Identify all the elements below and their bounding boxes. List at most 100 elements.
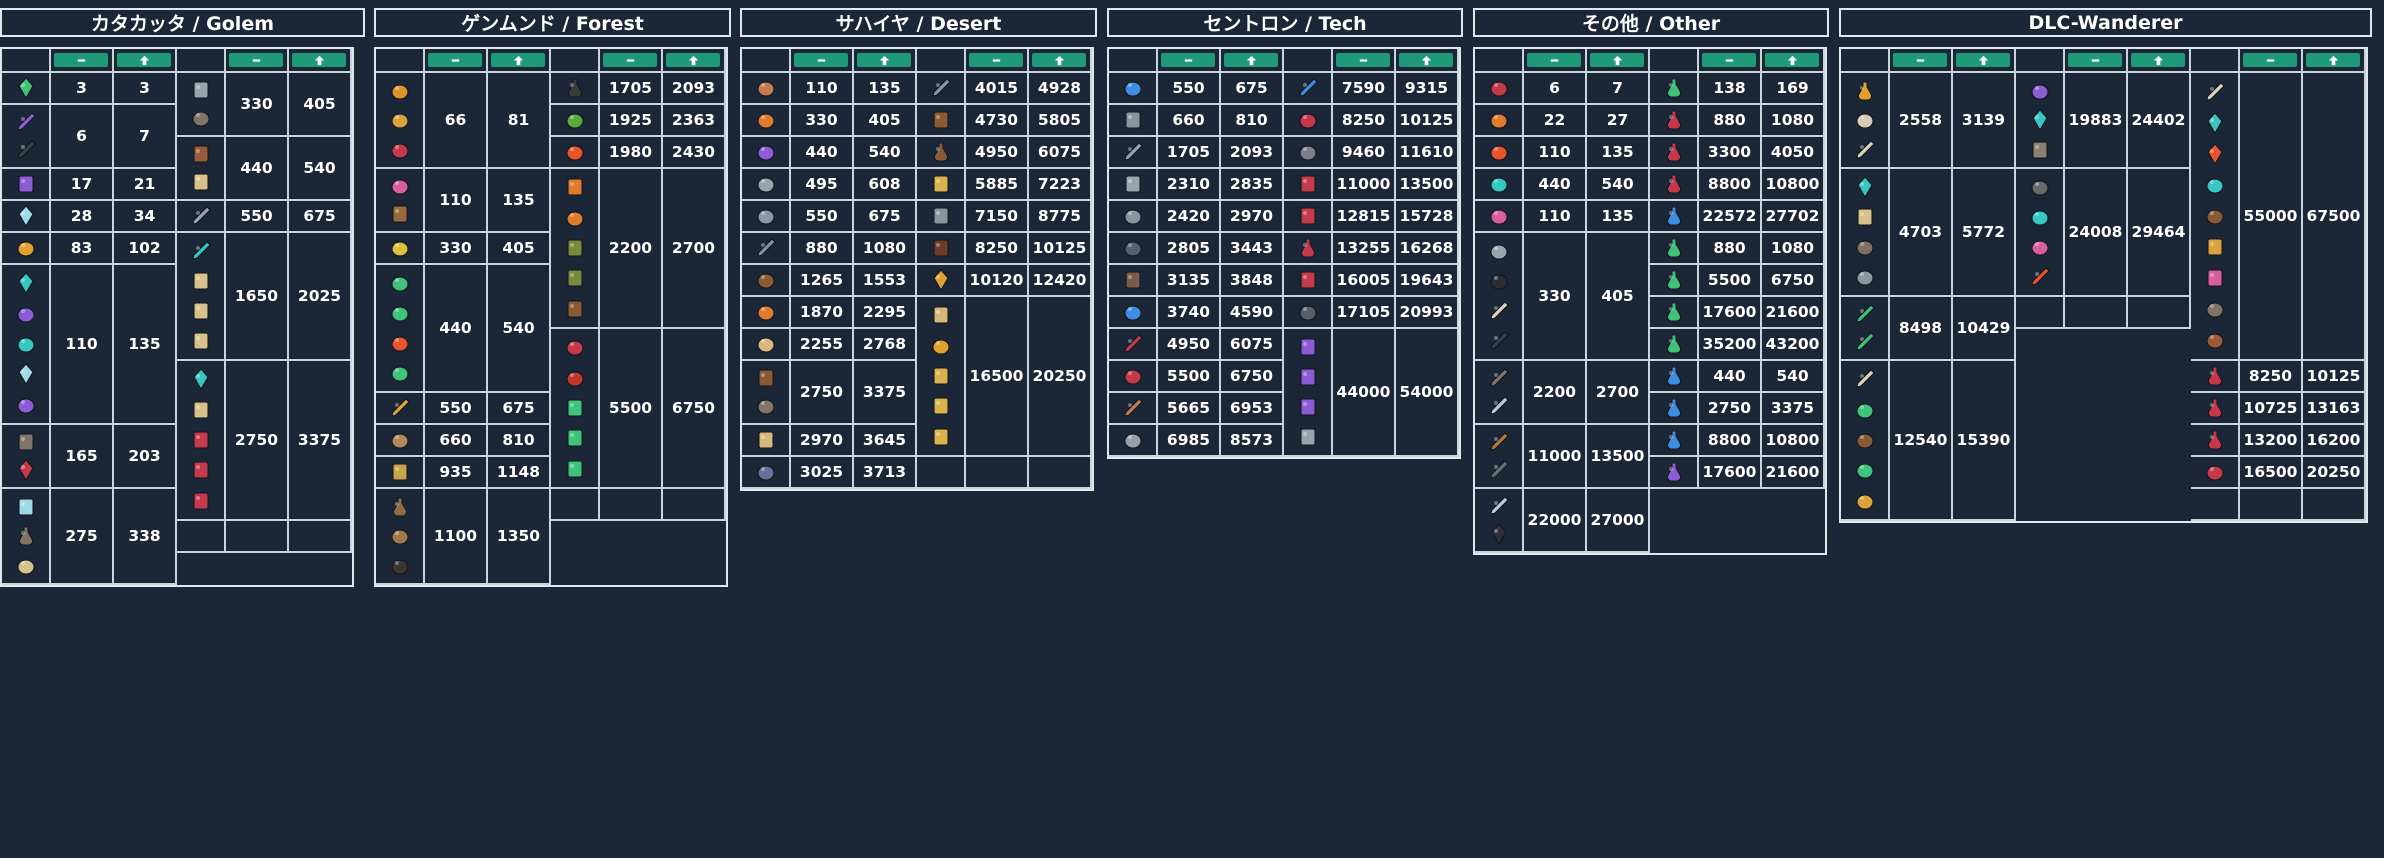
sell-price-cell: 35200 — [1699, 329, 1762, 361]
sell-price-cell: 8800 — [1699, 169, 1762, 201]
sell-price-cell: 17 — [51, 169, 114, 201]
buy-price-cell: 1350 — [488, 489, 551, 585]
item-icon-cell — [1475, 425, 1524, 489]
sell-header-button[interactable] — [1702, 53, 1756, 67]
buy-header-button[interactable] — [117, 53, 171, 67]
blue-vial-icon — [1666, 366, 1681, 386]
sell-price-cell: 440 — [1524, 169, 1587, 201]
item-icon-cell — [2, 73, 51, 105]
green-book-icon — [567, 399, 582, 417]
stone-golem-icon — [2206, 302, 2223, 318]
buy-price-cell: 15728 — [1396, 201, 1459, 233]
buy-header-button[interactable] — [2306, 53, 2360, 67]
sell-price-cell: 2750 — [1699, 393, 1762, 425]
header-cell — [2065, 49, 2128, 73]
red-rod-icon — [1123, 334, 1143, 353]
sell-price-cell: 4950 — [966, 137, 1029, 169]
stone-pile-icon — [18, 433, 33, 451]
root-bundle-icon — [391, 433, 408, 449]
sell-header-button[interactable] — [603, 53, 657, 67]
purple-eye-icon — [17, 398, 34, 414]
item-icon-cell — [1841, 73, 1890, 169]
buy-price-cell: 540 — [1762, 361, 1825, 393]
moss-block-icon — [567, 239, 582, 257]
item-icon-cell — [917, 105, 966, 137]
item-icon-cell — [1650, 393, 1699, 425]
item-icon-cell — [2, 201, 51, 233]
sell-price-cell: 1100 — [425, 489, 488, 585]
buy-header-button[interactable] — [491, 53, 545, 67]
sell-header-button[interactable] — [54, 53, 108, 67]
paper-pile-icon — [1857, 208, 1872, 226]
treasure-map-icon — [193, 302, 208, 320]
sell-header-button[interactable] — [794, 53, 848, 67]
sell-price-cell: 1980 — [600, 137, 663, 169]
seed-pile-icon — [392, 463, 407, 481]
header-cell — [1699, 49, 1762, 73]
buy-price-cell — [2128, 297, 2191, 329]
sell-header-button[interactable] — [229, 53, 283, 67]
header-icon-cell — [2016, 49, 2065, 73]
sell-price-cell: 330 — [791, 105, 854, 137]
crystal-wand-icon — [17, 205, 34, 227]
teal-worm-icon — [17, 337, 34, 353]
buy-price-cell: 1080 — [1762, 233, 1825, 265]
sell-price-cell: 2310 — [1158, 169, 1221, 201]
header-cell — [226, 49, 289, 73]
sell-price-cell: 1705 — [600, 73, 663, 105]
sell-price-cell: 550 — [425, 393, 488, 425]
sell-price-cell: 16500 — [966, 297, 1029, 457]
buy-header-button[interactable] — [1032, 53, 1086, 67]
sell-price-cell: 44000 — [1333, 329, 1396, 457]
sell-header-button[interactable] — [1527, 53, 1581, 67]
item-icon-cell — [376, 73, 425, 169]
buy-header-button[interactable] — [666, 53, 720, 67]
buy-price-cell: 43200 — [1762, 329, 1825, 361]
buy-header-button[interactable] — [857, 53, 911, 67]
buy-price-cell: 21600 — [1762, 457, 1825, 489]
item-icon-cell — [742, 265, 791, 297]
bone-dagger-icon — [1855, 139, 1875, 159]
sell-header-button[interactable] — [428, 53, 482, 67]
sell-header-button[interactable] — [969, 53, 1023, 67]
fire-whip-icon — [2030, 267, 2050, 286]
sell-header-button[interactable] — [1336, 53, 1390, 67]
purple-book-icon — [1300, 338, 1315, 356]
buy-price-cell: 3375 — [289, 361, 352, 521]
green-flask-icon — [1666, 302, 1681, 322]
buy-header-button[interactable] — [292, 53, 346, 67]
sell-price-cell: 880 — [1699, 105, 1762, 137]
buy-header-button[interactable] — [1590, 53, 1644, 67]
buy-price-cell: 81 — [488, 73, 551, 169]
sell-header-button[interactable] — [1893, 53, 1947, 67]
sell-price-cell: 1650 — [226, 233, 289, 361]
sell-header-button[interactable] — [2068, 53, 2122, 67]
buy-header-button[interactable] — [2131, 53, 2185, 67]
lava-rock-icon — [566, 371, 583, 387]
buy-price-cell — [2303, 489, 2366, 521]
item-icon-cell — [177, 521, 226, 553]
header-icon-cell — [2, 49, 51, 73]
metal-sheet-icon — [1125, 111, 1140, 129]
item-icon-cell — [376, 489, 425, 585]
bronze-crossbow-icon — [1489, 431, 1509, 451]
header-icon-cell — [551, 49, 600, 73]
buy-header-button[interactable] — [1956, 53, 2010, 67]
buy-header-button[interactable] — [1399, 53, 1453, 67]
buy-header-button[interactable] — [1224, 53, 1278, 67]
item-icon-cell — [917, 265, 966, 297]
buy-price-cell: 810 — [1221, 105, 1284, 137]
buy-price-cell: 4590 — [1221, 297, 1284, 329]
buy-price-cell: 16200 — [2303, 425, 2366, 457]
spiked-mace-icon — [1489, 460, 1509, 479]
orange-ingot-icon — [567, 178, 582, 196]
bone-axe-icon — [1489, 301, 1509, 320]
buy-price-cell — [1029, 457, 1092, 489]
buy-header-button[interactable] — [1765, 53, 1819, 67]
item-icon-cell — [2191, 425, 2240, 457]
sell-header-button[interactable] — [2243, 53, 2297, 67]
yellow-leaf-icon — [391, 241, 408, 257]
desert-tool-icon — [756, 238, 776, 257]
buy-price-cell: 405 — [289, 73, 352, 137]
sell-header-button[interactable] — [1161, 53, 1215, 67]
